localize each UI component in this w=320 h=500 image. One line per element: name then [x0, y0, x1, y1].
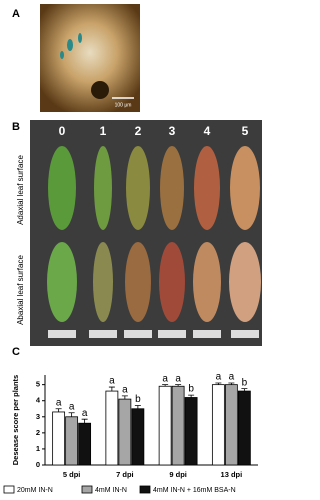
x-tick-label: 13 dpi — [221, 470, 243, 479]
significance-letter: a — [82, 408, 88, 419]
panel-letter: A — [12, 8, 20, 20]
row-label: Adaxial leaf surface — [16, 155, 25, 225]
leaf — [193, 242, 221, 322]
y-tick-label: 4 — [36, 396, 41, 405]
stain — [67, 39, 73, 51]
stain — [78, 33, 82, 43]
error-bar — [108, 386, 115, 392]
significance-letter: a — [175, 373, 181, 384]
score-label: 5 — [242, 124, 249, 138]
legend-label: 4mM IN-N — [95, 487, 127, 494]
ruler — [48, 330, 76, 338]
significance-letter: a — [69, 401, 75, 412]
leaf — [47, 242, 77, 322]
leaf — [159, 242, 185, 322]
leaf — [230, 146, 260, 230]
bar — [237, 390, 251, 466]
error-bar — [228, 382, 235, 385]
y-tick-label: 5 — [36, 380, 40, 389]
bar — [184, 397, 198, 466]
significance-letter: a — [162, 373, 168, 384]
significance-letter: b — [188, 384, 194, 395]
ruler — [158, 330, 186, 338]
ruler — [124, 330, 152, 338]
error-bar — [175, 384, 182, 387]
error-bar — [68, 412, 75, 417]
error-bar — [162, 384, 169, 387]
y-tick-label: 2 — [36, 428, 40, 437]
figure: A 100 μm B 0 1 2 3 4 5 Adaxial leaf surface A… — [3, 4, 262, 494]
leaf — [48, 146, 76, 230]
leaf — [93, 242, 113, 322]
stain — [60, 51, 64, 59]
leaf — [194, 146, 220, 230]
leaf — [229, 242, 261, 322]
error-bar — [241, 388, 248, 392]
scale-label: 100 μm — [115, 102, 132, 108]
error-bar — [215, 382, 222, 385]
significance-letter: b — [242, 377, 248, 388]
error-bar — [81, 418, 88, 424]
y-tick-label: 0 — [36, 460, 40, 469]
x-tick-label: 5 dpi — [63, 470, 81, 479]
bar — [211, 384, 225, 466]
leaf — [160, 146, 184, 230]
micrograph — [40, 4, 140, 112]
significance-letter: a — [122, 385, 128, 396]
bar — [52, 411, 66, 466]
ruler — [89, 330, 117, 338]
legend-label: 4mM IN-N + 16mM BSA-N — [153, 487, 236, 494]
dark-spot — [91, 81, 109, 99]
ruler — [231, 330, 259, 338]
leaf — [94, 146, 112, 230]
score-label: 2 — [135, 124, 142, 138]
significance-letter: a — [56, 397, 62, 408]
y-tick-label: 3 — [36, 412, 40, 421]
leaf — [126, 146, 150, 230]
bar — [158, 385, 172, 466]
y-axis-label: Desease score per plants — [11, 375, 20, 465]
legend-swatch — [81, 485, 93, 494]
x-tick-label: 9 dpi — [169, 470, 187, 479]
y-tick-label: 1 — [36, 444, 40, 453]
significance-letter: b — [135, 394, 141, 405]
error-bar — [55, 408, 62, 412]
leaves: 0 1 2 3 4 5 — [47, 124, 261, 338]
score-label: 3 — [169, 124, 176, 138]
significance-letter: a — [216, 372, 222, 383]
bar — [171, 385, 185, 466]
panel-letter: B — [12, 121, 20, 133]
score-label: 4 — [204, 124, 211, 138]
error-bar — [134, 405, 141, 409]
ruler — [193, 330, 221, 338]
row-label: Abaxial leaf surface — [16, 255, 25, 325]
bar — [118, 398, 132, 466]
bar — [105, 390, 119, 466]
error-bar — [188, 394, 195, 398]
legend-label: 20mM IN-N — [17, 487, 53, 494]
panel-letter: C — [12, 346, 20, 358]
score-label: 0 — [59, 124, 66, 138]
score-label: 1 — [100, 124, 107, 138]
bar — [224, 384, 238, 466]
bar — [65, 416, 79, 466]
legend-swatch — [139, 485, 151, 494]
x-tick-label: 7 dpi — [116, 470, 134, 479]
error-bar — [121, 395, 128, 400]
bar — [131, 408, 145, 466]
significance-letter: a — [229, 372, 235, 383]
legend-swatch — [3, 485, 15, 494]
bar — [78, 422, 92, 466]
leaf — [125, 242, 151, 322]
significance-letter: a — [109, 376, 115, 387]
